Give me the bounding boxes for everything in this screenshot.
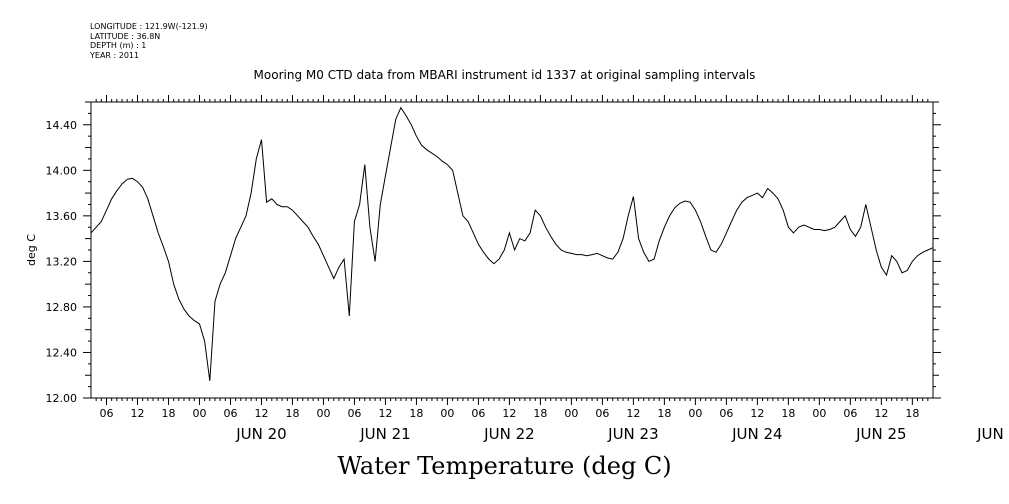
day-label: JUN 21 — [359, 425, 410, 443]
x-tick-label: 12 — [874, 407, 888, 420]
x-tick-label: 12 — [130, 407, 144, 420]
x-tick-label: 12 — [254, 407, 268, 420]
x-tick-label: 12 — [626, 407, 640, 420]
x-tick-label: 06 — [595, 407, 609, 420]
x-tick-label: 18 — [409, 407, 423, 420]
chart-title: Mooring M0 CTD data from MBARI instrumen… — [253, 68, 756, 82]
footer-title: Water Temperature (deg C) — [337, 452, 672, 480]
latitude-label: LATITUDE : 36.8N — [90, 31, 161, 41]
y-axis-label: deg C — [25, 234, 38, 266]
temperature-series-line — [90, 106, 934, 381]
day-label: JUN 24 — [731, 425, 782, 443]
x-tick-label: 12 — [502, 407, 516, 420]
x-tick-label: 00 — [440, 407, 454, 420]
year-label: YEAR : 2011 — [90, 50, 140, 60]
y-tick-label: 12.00 — [46, 392, 78, 405]
x-tick-label: 18 — [781, 407, 795, 420]
x-tick-label: 00 — [812, 407, 826, 420]
plot-frame — [90, 101, 934, 399]
x-tick-label: 06 — [471, 407, 485, 420]
x-tick-label: 06 — [347, 407, 361, 420]
x-tick-label: 00 — [316, 407, 330, 420]
day-label: JUN 22 — [483, 425, 534, 443]
x-tick-label: 00 — [564, 407, 578, 420]
metadata-block: LONGITUDE : 121.9W(-121.9) LATITUDE : 36… — [90, 22, 208, 60]
x-tick-label: 06 — [843, 407, 857, 420]
x-tick-label: 18 — [905, 407, 919, 420]
day-labels: JUN 20 JUN 21 JUN 22 JUN 23 JUN 24 JUN 25 JUN … — [235, 425, 1009, 443]
y-tick-label: 12.80 — [46, 301, 78, 314]
y-tick-labels: 12.00 12.40 12.80 13.20 13.60 14.00 14.40 — [46, 119, 78, 405]
x-tick-label: 00 — [688, 407, 702, 420]
x-tick-label: 06 — [99, 407, 113, 420]
x-tick-labels: 06 12 18 00 06 12 18 00 06 12 18 00 06 12 18 00 06 12 18 00… — [99, 407, 919, 420]
depth-label: DEPTH (m) : 1 — [90, 41, 147, 50]
y-tick-label: 14.40 — [46, 119, 78, 132]
x-tick-label: 18 — [285, 407, 299, 420]
x-tick-label: 12 — [750, 407, 764, 420]
x-tick-label: 06 — [223, 407, 237, 420]
y-tick-label: 14.00 — [46, 164, 78, 177]
y-tick-label: 13.60 — [46, 210, 78, 223]
day-label: JUN 20 — [235, 425, 286, 443]
x-tick-label: 06 — [719, 407, 733, 420]
x-tick-label: 00 — [192, 407, 206, 420]
day-label: JUN 25 — [855, 425, 906, 443]
day-label: JUN 23 — [607, 425, 658, 443]
x-tick-label: 18 — [161, 407, 175, 420]
x-tick-label: 18 — [657, 407, 671, 420]
longitude-label: LONGITUDE : 121.9W(-121.9) — [90, 22, 208, 31]
x-tick-label: 12 — [378, 407, 392, 420]
y-tick-label: 12.40 — [46, 346, 78, 359]
y-tick-label: 13.20 — [46, 255, 78, 268]
day-label: JUN 26 — [976, 425, 1009, 443]
x-tick-label: 18 — [533, 407, 547, 420]
